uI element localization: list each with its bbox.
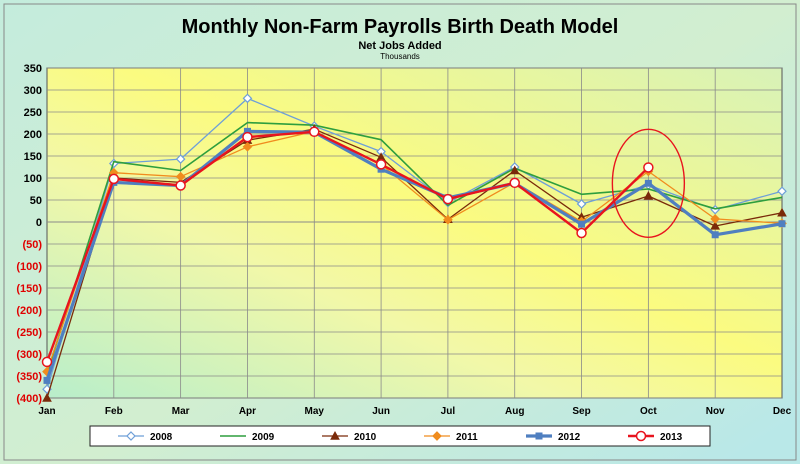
y-tick-label: 350 — [24, 63, 42, 75]
x-tick-label: Nov — [706, 406, 725, 417]
legend-item-2012: 2012 — [526, 432, 581, 443]
data-point-2013 — [41, 356, 53, 368]
x-axis: Jan Feb Mar Apr May Jun Jul Aug Sep Oct Nov Dec — [38, 406, 791, 417]
legend-label: 2010 — [354, 432, 377, 443]
x-tick-label: Aug — [505, 406, 524, 417]
data-point-2013 — [175, 180, 186, 191]
data-point-2010 — [643, 191, 654, 200]
data-point-2013 — [108, 173, 120, 185]
legend-swatch-marker — [535, 432, 543, 440]
x-tick-label: Oct — [640, 406, 657, 417]
annotation-layer — [611, 128, 686, 238]
legend-swatch-marker — [126, 431, 136, 441]
data-point-2012 — [578, 220, 586, 228]
series-line-2013 — [45, 130, 650, 363]
data-point-2013 — [442, 193, 454, 205]
x-tick-label: Mar — [172, 406, 190, 417]
legend-label: 2012 — [558, 432, 581, 443]
y-tick-label: (400) — [16, 393, 42, 405]
data-point-2013 — [375, 159, 387, 170]
y-tick-label: (150) — [16, 283, 42, 295]
legend-swatch-marker — [330, 430, 340, 440]
x-tick-label: Jul — [441, 406, 456, 417]
data-point-2010 — [42, 392, 52, 402]
y-tick-label: (100) — [16, 261, 42, 273]
data-point-2013 — [242, 131, 253, 143]
legend-swatch-marker — [432, 431, 442, 441]
data-point-2012 — [778, 220, 786, 228]
series-line-2010 — [46, 128, 783, 399]
data-point-2013 — [509, 177, 520, 189]
grid-layer — [47, 67, 782, 399]
series-line-2011 — [46, 130, 783, 372]
legend-swatch-marker — [635, 430, 647, 442]
y-tick-label: (350) — [16, 371, 42, 383]
legend-item-2011: 2011 — [424, 431, 478, 443]
data-point-2008 — [777, 186, 787, 197]
x-tick-label: Apr — [239, 406, 256, 417]
x-tick-label: May — [305, 406, 325, 417]
y-tick-label: (50) — [22, 239, 42, 251]
legend-item-2010: 2010 — [322, 430, 377, 443]
data-point-2011 — [242, 141, 253, 152]
chart-frame — [3, 3, 797, 461]
chart-subtitle: Net Jobs Added — [358, 40, 441, 52]
y-tick-label: 250 — [24, 107, 42, 119]
legend-item-2008: 2008 — [118, 431, 173, 443]
y-tick-label: (250) — [16, 327, 42, 339]
y-tick-label: 100 — [24, 173, 42, 185]
data-point-2011 — [710, 214, 721, 224]
legend-item-2009: 2009 — [220, 432, 275, 443]
annotation-ellipse — [611, 128, 686, 238]
data-point-2010 — [777, 207, 787, 217]
legend-item-2013: 2013 — [628, 430, 683, 443]
data-point-2012 — [644, 179, 652, 187]
x-tick-label: Sep — [572, 406, 590, 417]
data-point-2011 — [443, 214, 453, 225]
y-tick-label: (300) — [16, 349, 42, 361]
data-point-2012 — [43, 376, 51, 384]
y-tick-label: 0 — [36, 217, 42, 229]
legend-items: 2008 2009 2010 2011 2012 2013 — [118, 430, 683, 443]
series-2013 — [41, 126, 654, 368]
x-tick-label: Jun — [372, 406, 390, 417]
data-point-2008 — [175, 154, 186, 164]
data-point-2013 — [309, 126, 320, 138]
data-point-2010 — [509, 165, 520, 175]
legend-label: 2009 — [252, 432, 275, 443]
legend — [89, 425, 711, 447]
y-tick-label: 150 — [24, 151, 42, 163]
y-tick-label: (200) — [16, 305, 42, 317]
y-tick-label: 50 — [30, 195, 42, 207]
legend-label: 2011 — [456, 432, 478, 443]
chart-title: Monthly Non-Farm Payrolls Birth Death Mo… — [182, 16, 619, 38]
chart-units: Thousands — [380, 52, 420, 61]
data-point-2010 — [710, 220, 721, 230]
data-point-2013 — [576, 227, 587, 239]
y-tick-label: 200 — [24, 129, 42, 141]
x-tick-label: Dec — [773, 406, 792, 417]
data-point-2008 — [576, 199, 587, 209]
x-tick-label: Jan — [38, 406, 55, 417]
plot-area — [46, 67, 783, 399]
series-line-2008 — [46, 97, 783, 390]
legend-label: 2008 — [150, 432, 173, 443]
x-tick-label: Feb — [105, 406, 123, 417]
data-point-2008 — [242, 93, 253, 104]
y-axis: 350 300 250 200 150 100 50 0 (50) (100) (150) (200)… — [16, 63, 42, 405]
data-point-2012 — [711, 231, 719, 239]
y-tick-label: 300 — [24, 85, 42, 97]
series-layer — [41, 93, 787, 402]
data-point-2013 — [643, 162, 654, 173]
legend-label: 2013 — [660, 432, 683, 443]
